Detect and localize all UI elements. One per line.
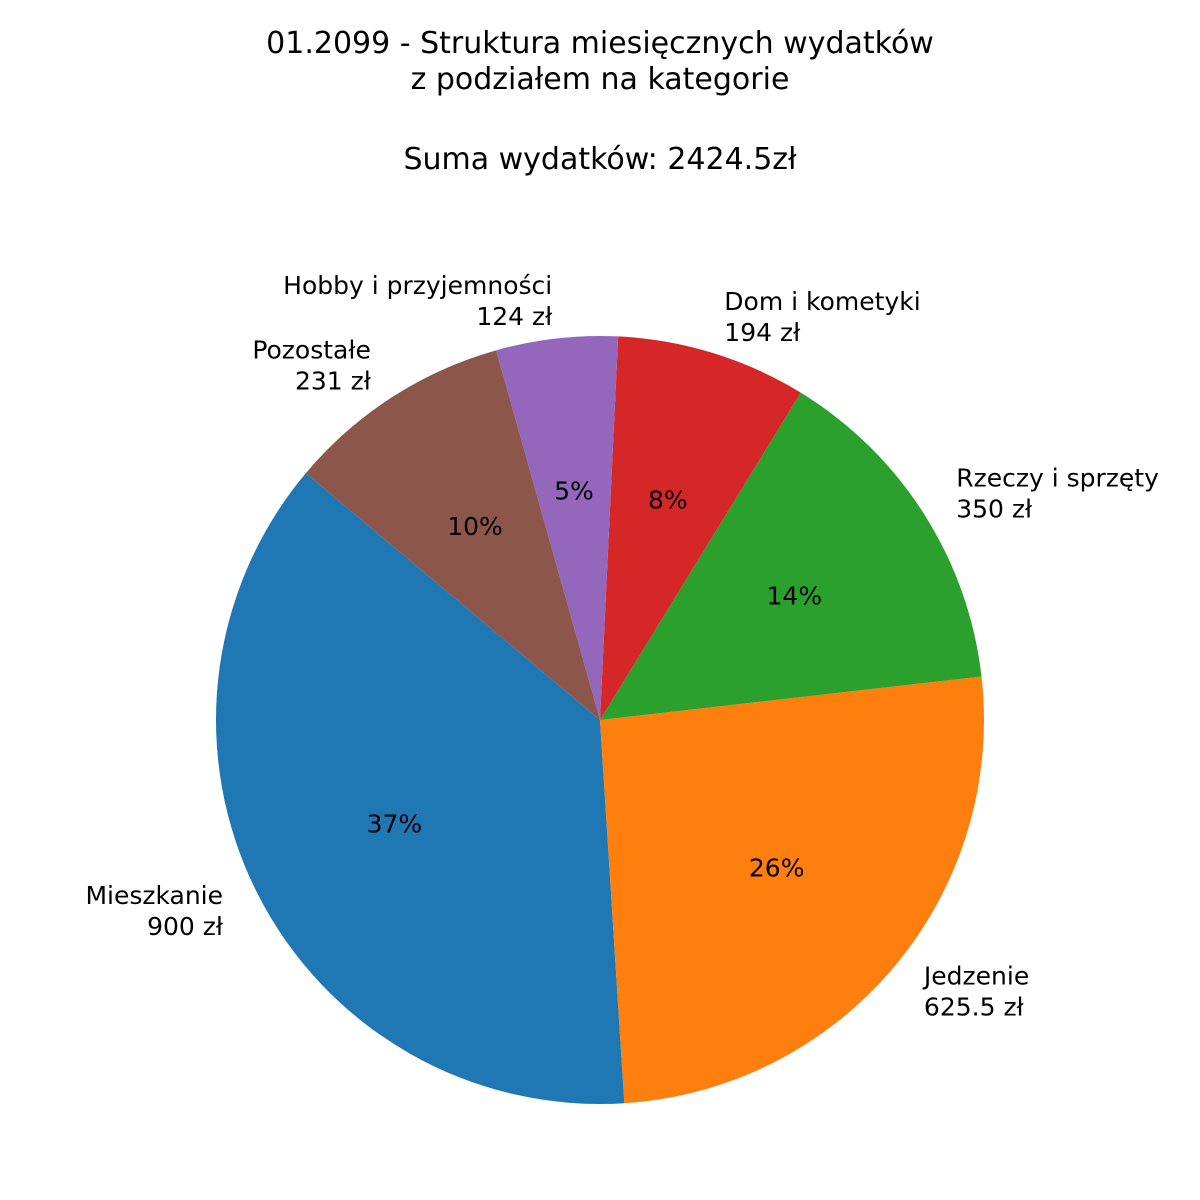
percent-label-hobby-i-przyjemnosci: 5% bbox=[554, 477, 594, 506]
category-value: 194 zł bbox=[724, 318, 801, 347]
category-name: Dom i kometyki bbox=[724, 287, 920, 316]
chart-title-line-2: z podziałem na kategorie bbox=[410, 62, 790, 97]
percent-label-jedzenie: 26% bbox=[749, 853, 805, 882]
category-value: 350 zł bbox=[956, 495, 1033, 524]
category-label-jedzenie: Jedzenie 625.5 zł bbox=[922, 962, 1029, 1022]
category-value: 231 zł bbox=[295, 367, 372, 396]
pie-slice-jedzenie bbox=[600, 676, 984, 1104]
percent-label-dom-i-kometyki: 8% bbox=[648, 485, 688, 514]
percent-label-rzeczy-i-sprzety: 14% bbox=[767, 582, 823, 611]
category-name: Mieszkanie bbox=[85, 881, 223, 910]
category-name: Pozostałe bbox=[252, 336, 371, 365]
category-value: 625.5 zł bbox=[924, 993, 1025, 1022]
pie-slice-dom-i-kometyki bbox=[600, 336, 801, 720]
category-label-mieszkanie: Mieszkanie 900 zł bbox=[85, 881, 223, 941]
pie-slices bbox=[215, 336, 984, 1105]
category-name: Rzeczy i sprzęty bbox=[956, 464, 1159, 493]
pie-slice-mieszkanie bbox=[215, 473, 625, 1105]
chart-title-line-1: 01.2099 - Struktura miesięcznych wydatkó… bbox=[266, 26, 934, 61]
category-name: Hobby i przyjemności bbox=[283, 271, 552, 300]
category-value: 900 zł bbox=[147, 912, 224, 941]
category-value: 124 zł bbox=[476, 302, 553, 331]
percent-label-pozostale: 10% bbox=[447, 512, 503, 541]
chart-title: 01.2099 - Struktura miesięcznych wydatkó… bbox=[0, 26, 1200, 98]
pie-slice-pozostale bbox=[305, 350, 600, 720]
category-label-hobby-i-przyjemnosci: Hobby i przyjemności 124 zł bbox=[283, 271, 553, 331]
pie-slice-hobby-i-przyjemnosci bbox=[496, 336, 619, 720]
category-label-dom-i-kometyki: Dom i kometyki 194 zł bbox=[724, 287, 920, 347]
pie-slice-rzeczy-i-sprzety bbox=[600, 392, 982, 720]
percent-labels: 37% 26% 14% 8% 5% 10% bbox=[367, 477, 823, 883]
percent-label-mieszkanie: 37% bbox=[367, 809, 423, 838]
category-name: Jedzenie bbox=[922, 962, 1029, 991]
category-label-pozostale: Pozostałe 231 zł bbox=[252, 336, 371, 396]
category-labels: Mieszkanie 900 zł Jedzenie 625.5 zł Rzeczy i… bbox=[85, 271, 1159, 1022]
chart-subtitle-total: Suma wydatków: 2424.5zł bbox=[403, 142, 797, 177]
category-label-rzeczy-i-sprzety: Rzeczy i sprzęty 350 zł bbox=[956, 464, 1159, 524]
